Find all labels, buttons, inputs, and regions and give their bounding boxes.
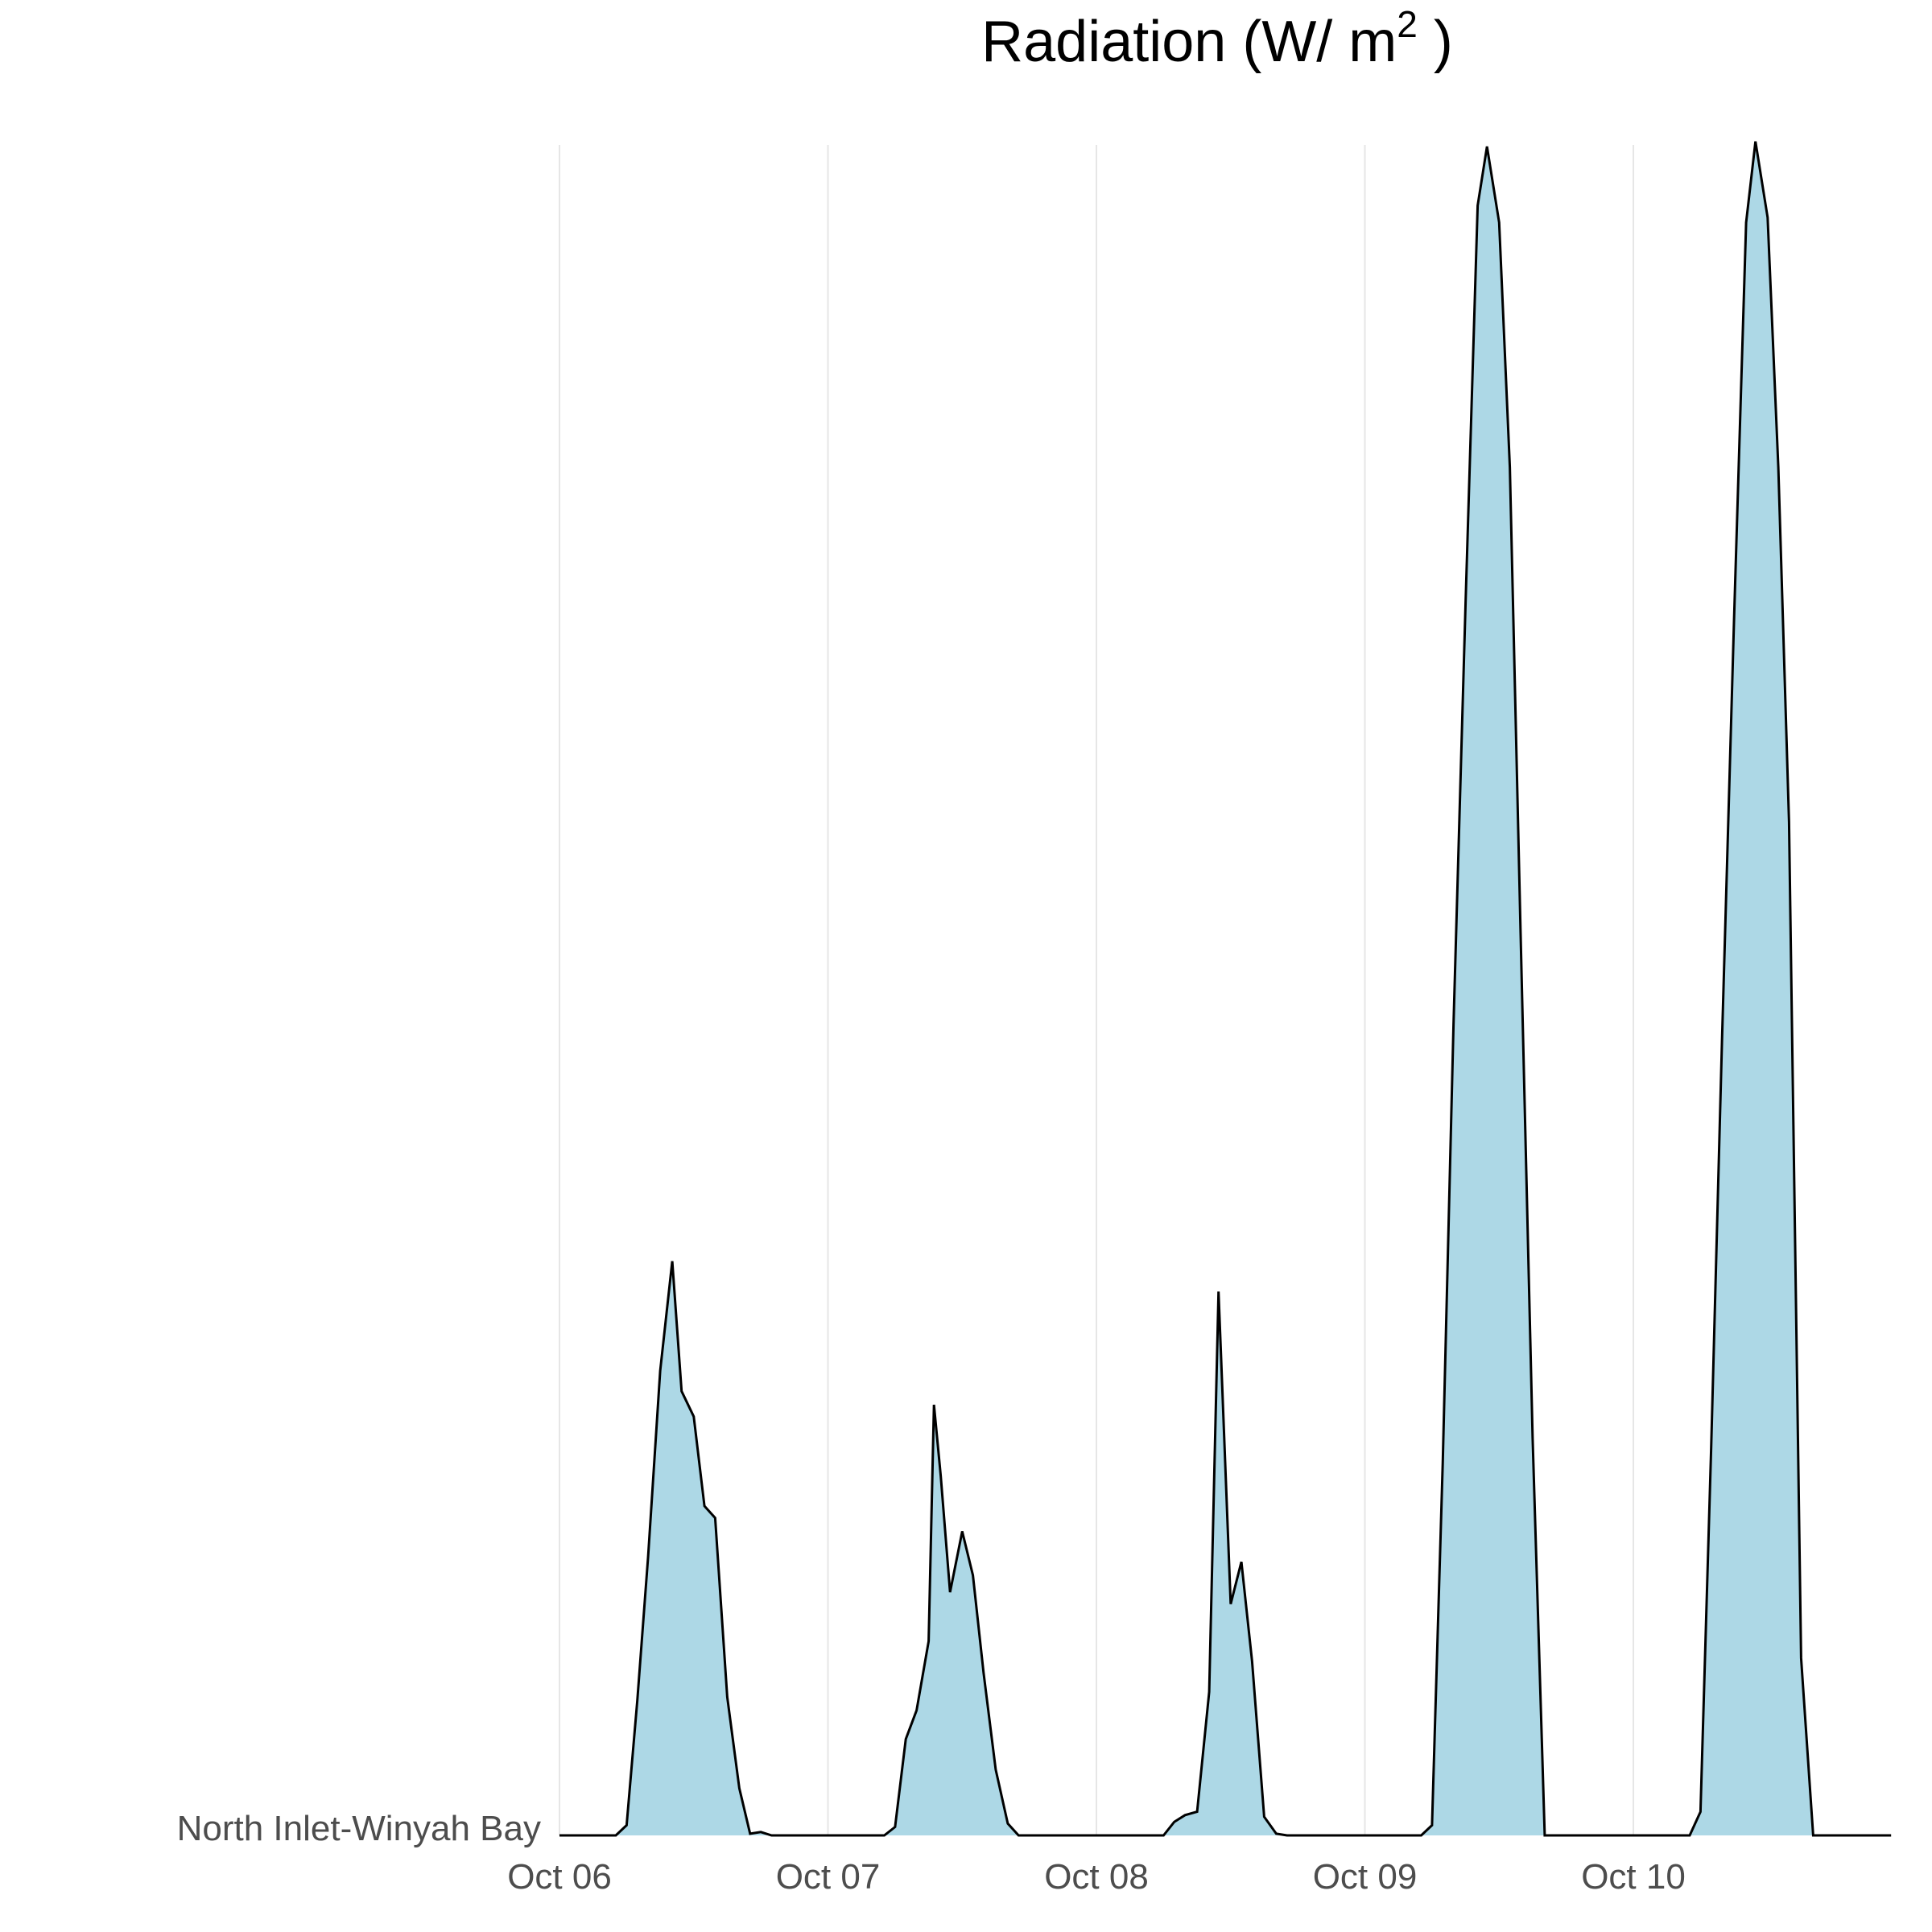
row-label: North Inlet-Winyah Bay <box>177 1809 541 1848</box>
x-tick-label-4: Oct 10 <box>1581 1857 1686 1897</box>
x-tick-label-2: Oct 08 <box>1044 1857 1149 1897</box>
plot-area <box>559 141 1892 1837</box>
x-axis-ticks: Oct 06 Oct 07 Oct 08 Oct 09 Oct 10 <box>507 1857 1686 1897</box>
area-fill-0 <box>559 141 1892 1836</box>
x-tick-label-1: Oct 07 <box>776 1857 881 1897</box>
area-line-0 <box>559 141 1892 1837</box>
grid-lines <box>559 145 1634 1835</box>
title-suffix: ) <box>1418 10 1453 74</box>
title-superscript: 2 <box>1397 3 1418 45</box>
title-prefix: Radiation (W/ m <box>981 10 1397 74</box>
x-tick-label-3: Oct 09 <box>1313 1857 1418 1897</box>
chart-title: Radiation (W/ m2 ) <box>981 3 1453 74</box>
x-tick-label-0: Oct 06 <box>507 1857 612 1897</box>
